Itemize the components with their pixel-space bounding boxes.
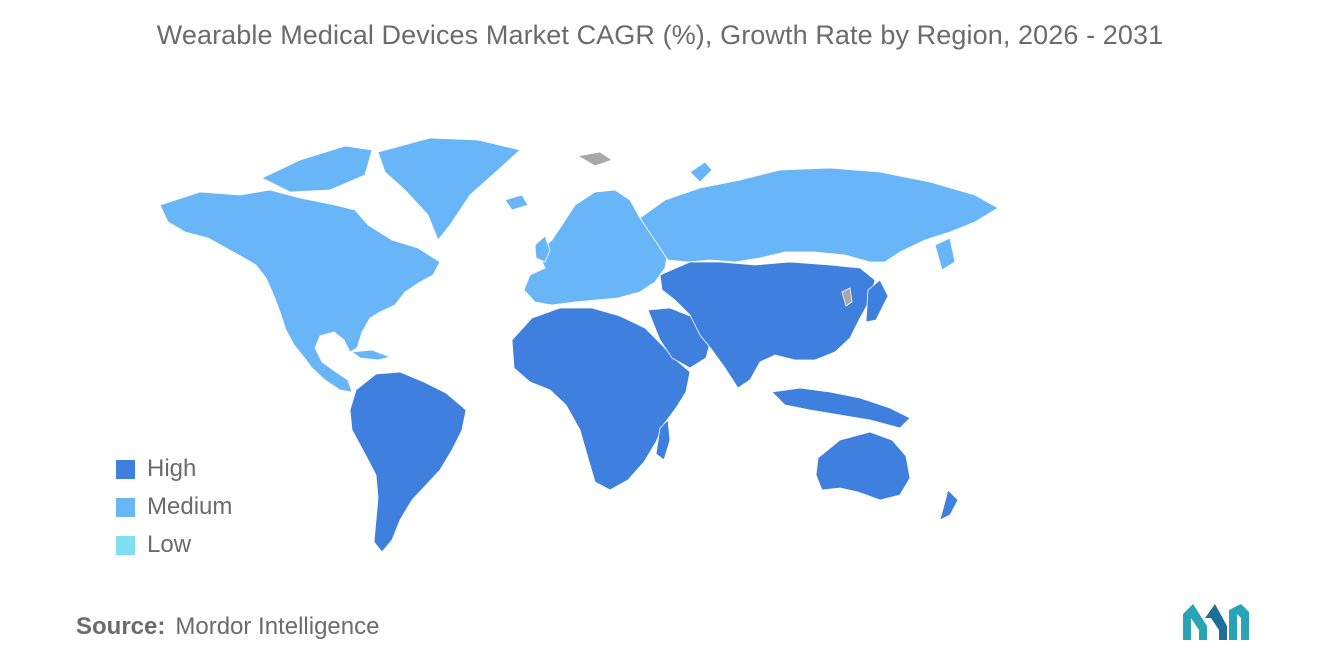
legend-label-low: Low [147,531,192,558]
svalbard-shape [576,151,613,167]
no-data-areas [576,151,853,307]
novaya-zemlya-shape [689,161,713,183]
kamchatka-shape [934,237,956,271]
australia-shape [815,431,911,501]
region-middle-east-africa [511,307,713,491]
cuba-shape [350,349,392,361]
southeast-asia-islands-shape [771,387,911,429]
legend-swatch-medium [116,497,135,517]
greenland-shape [377,137,521,241]
mordor-intelligence-logo [1183,604,1249,640]
world-map [159,137,999,553]
chart-title: Wearable Medical Devices Market CAGR (%)… [156,20,1164,50]
legend-item-high: High [116,450,232,488]
legend-item-medium: Medium [116,488,232,526]
canadian-arctic-islands-shape [261,145,373,193]
legend-swatch-high [116,459,135,479]
region-europe [504,189,669,306]
central-and-east-asia-shape [659,261,876,389]
region-russia [639,161,999,271]
legend-item-low: Low [116,526,232,564]
south-america-shape [349,371,467,553]
british-isles-shape [534,235,551,263]
source-label: Source: [76,613,166,640]
north-america-mainland-shape [159,189,441,393]
region-asia-pacific [659,261,959,521]
source-credit: Source: Mordor Intelligence [76,613,379,641]
madagascar-shape [655,419,671,461]
source-value: Mordor Intelligence [175,613,380,640]
new-zealand-shape [939,489,959,521]
region-north-america [159,137,521,393]
japan-shape [865,279,889,323]
legend-swatch-low [116,535,135,555]
iceland-shape [504,194,529,211]
legend-label-medium: Medium [147,493,233,520]
legend: High Medium Low [116,450,232,564]
russia-shape [639,167,999,263]
korea-shape [841,287,853,307]
region-south-america [349,371,467,553]
legend-label-high: High [147,455,197,482]
